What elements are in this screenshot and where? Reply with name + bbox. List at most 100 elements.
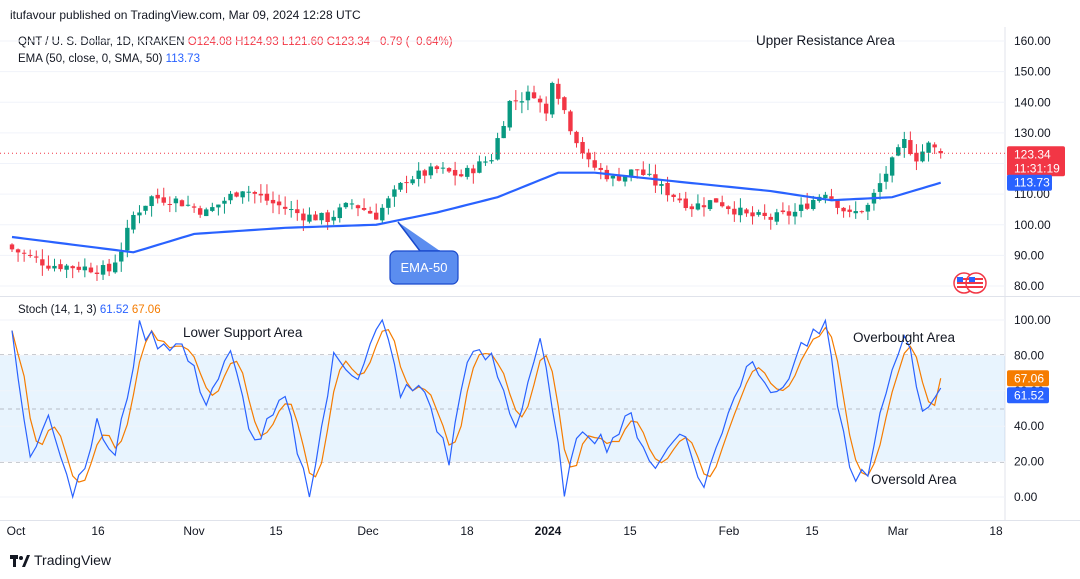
candle-body xyxy=(131,214,136,230)
stoch-k-tag xyxy=(1007,387,1049,404)
candle-body xyxy=(143,205,148,211)
candle-body xyxy=(859,211,864,213)
candle-body xyxy=(173,198,179,204)
candle-body xyxy=(82,266,88,271)
time-tick-label: Feb xyxy=(719,524,740,538)
candle-body xyxy=(88,267,94,273)
candle-body xyxy=(112,262,118,273)
time-tick-label: 2024 xyxy=(535,524,562,538)
stoch-tick-label: 80.00 xyxy=(1014,348,1044,362)
candle-body xyxy=(161,197,166,203)
candle-body xyxy=(531,92,537,99)
candle-body xyxy=(216,204,221,208)
candle-body xyxy=(622,175,628,182)
time-tick-label: Mar xyxy=(888,524,909,538)
candle-body xyxy=(883,173,889,182)
overbought-label: Overbought Area xyxy=(853,330,956,345)
candle-body xyxy=(100,265,106,275)
candle-body xyxy=(847,209,852,212)
candle-body xyxy=(252,191,257,194)
candle-body xyxy=(543,103,549,114)
candle-body xyxy=(15,249,21,253)
candle-body xyxy=(938,151,943,154)
candle-body xyxy=(932,144,937,148)
candle-body xyxy=(416,170,421,179)
candle-body xyxy=(404,182,409,184)
stoch-k-value: 61.52 xyxy=(99,304,129,316)
time-tick-label: 18 xyxy=(460,524,474,538)
lower-support-label: Lower Support Area xyxy=(183,325,303,340)
candle-body xyxy=(562,97,567,111)
candle-body xyxy=(319,212,324,221)
candle-body xyxy=(586,152,591,160)
ema-indicator-label[interactable]: EMA (50, close, 0, SMA, 50) xyxy=(18,53,163,65)
candle-body xyxy=(592,160,597,168)
candle-body xyxy=(762,212,767,216)
candle-body xyxy=(34,256,39,258)
candle-body xyxy=(398,182,403,190)
change-value: −0.79 (−0.64%) xyxy=(373,36,453,48)
candle-body xyxy=(191,206,197,208)
candle-body xyxy=(574,131,579,144)
candle-body xyxy=(179,200,185,207)
candle-body xyxy=(489,160,494,162)
candle-body xyxy=(222,200,227,204)
candle-body xyxy=(707,200,713,210)
candle-body xyxy=(270,199,276,204)
close-value: C123.34 xyxy=(326,36,371,48)
candle-body xyxy=(647,173,652,175)
candle-body xyxy=(40,259,45,266)
candle-body xyxy=(841,207,846,212)
oversold-label: Oversold Area xyxy=(871,472,957,487)
open-value: O124.08 xyxy=(187,36,232,48)
candle-body xyxy=(823,194,828,199)
stoch-k-tag-value: 61.52 xyxy=(1014,388,1044,402)
candle-body xyxy=(155,194,160,199)
candle-body xyxy=(580,141,585,154)
candle-body xyxy=(829,196,834,199)
candle-body xyxy=(477,161,482,173)
candle-body xyxy=(610,175,616,179)
symbol-label[interactable]: QNT / U. S. Dollar, 1D, KRAKEN xyxy=(18,36,185,48)
stoch-d-tag-value: 67.06 xyxy=(1014,371,1044,385)
stoch-indicator-label[interactable]: Stoch (14, 1, 3) xyxy=(18,304,97,316)
stoch-tick-label: 20.00 xyxy=(1014,455,1044,469)
candle-body xyxy=(258,193,264,196)
ema50-callout[interactable]: EMA-50 xyxy=(389,221,459,285)
main-legend: QNT / U. S. Dollar, 1D, KRAKEN O124.08 H… xyxy=(18,34,453,68)
time-tick-label: 18 xyxy=(989,524,1003,538)
stoch-tick-label: 40.00 xyxy=(1014,419,1044,433)
time-tick-label: Nov xyxy=(183,524,204,538)
price-tick-label: 150.00 xyxy=(1014,65,1051,79)
candle-body xyxy=(301,213,306,221)
candle-body xyxy=(902,138,907,148)
candle-body xyxy=(228,193,233,201)
candle-body xyxy=(616,175,622,181)
candle-body xyxy=(337,207,342,219)
candle-body xyxy=(197,208,203,215)
ema-price-tag xyxy=(1007,174,1052,191)
candle-body xyxy=(750,212,755,217)
candle-body xyxy=(374,212,379,220)
candle-body xyxy=(550,82,555,115)
candle-body xyxy=(519,101,525,103)
candle-body xyxy=(392,189,397,197)
candle-body xyxy=(719,202,725,207)
candle-body xyxy=(185,204,191,206)
candle-body xyxy=(525,91,531,101)
candle-body xyxy=(264,193,270,201)
candle-body xyxy=(167,204,173,206)
candle-body xyxy=(46,265,51,269)
candle-body xyxy=(70,266,75,269)
publish-info: itufavour published on TradingView.com, … xyxy=(10,8,361,22)
time-tick-label: 15 xyxy=(623,524,637,538)
countdown-tag-value: 11:31:19 xyxy=(1014,161,1060,175)
candle-body xyxy=(410,179,415,184)
candle-body xyxy=(331,216,336,221)
time-tick-label: 15 xyxy=(269,524,283,538)
candle-body xyxy=(774,212,780,222)
high-value: H124.93 xyxy=(235,36,279,48)
candle-body xyxy=(246,191,251,193)
tradingview-logo[interactable]: TradingView xyxy=(10,552,111,568)
